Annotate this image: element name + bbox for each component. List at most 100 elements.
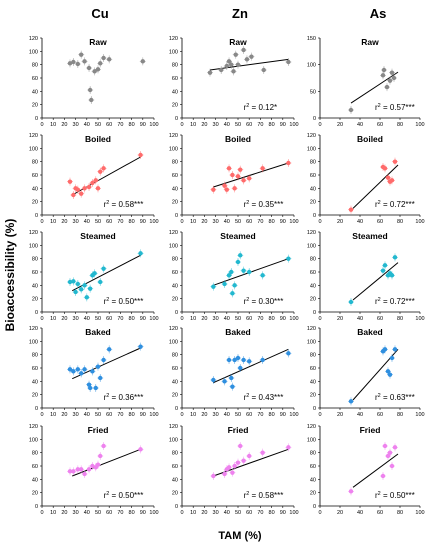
data-point (226, 357, 232, 363)
x-tick-label: 100 (289, 219, 298, 225)
y-tick-label: 0 (35, 504, 38, 510)
data-point (387, 78, 393, 83)
x-tick-label: 40 (84, 510, 90, 516)
x-tick-label: 100 (289, 316, 298, 322)
x-tick-label: 60 (377, 316, 383, 322)
r2-label: r2 = 0.63*** (375, 393, 415, 402)
y-tick-label: 0 (175, 116, 178, 122)
y-tick-label: 60 (32, 464, 38, 470)
y-tick-label: 40 (32, 283, 38, 289)
data-point (232, 186, 237, 191)
x-tick-label: 30 (213, 122, 219, 128)
column-title-zn: Zn (232, 6, 248, 21)
data-point (260, 357, 265, 363)
data-point (384, 84, 390, 90)
x-tick-label: 60 (246, 316, 252, 322)
data-point (387, 450, 393, 455)
y-tick-label: 40 (172, 379, 178, 385)
y-tick-label: 100 (307, 339, 316, 345)
data-point (222, 281, 227, 287)
x-tick-label: 70 (257, 122, 263, 128)
x-tick-label: 100 (289, 510, 298, 516)
data-point (230, 291, 235, 296)
y-tick-label: 40 (310, 477, 316, 483)
y-tick-label: 100 (307, 437, 316, 443)
data-point (238, 167, 243, 172)
x-tick-label: 0 (180, 510, 183, 516)
y-tick-label: 0 (313, 504, 316, 510)
x-tick-label: 20 (61, 316, 67, 322)
x-tick-label: 100 (149, 219, 158, 225)
x-tick-label: 20 (61, 412, 67, 418)
y-tick-label: 40 (310, 283, 316, 289)
data-point (101, 166, 106, 171)
x-tick-label: 80 (269, 510, 275, 516)
y-tick-label: 0 (313, 116, 316, 122)
data-point (348, 207, 354, 212)
y-tick-label: 0 (175, 406, 178, 412)
data-point (98, 169, 103, 174)
x-tick-label: 40 (224, 122, 230, 128)
x-tick-label: 60 (106, 510, 112, 516)
x-tick-label: 30 (213, 510, 219, 516)
trend-line (213, 448, 289, 477)
data-point (67, 179, 73, 184)
x-tick-label: 50 (235, 122, 241, 128)
x-tick-label: 0 (180, 412, 183, 418)
x-tick-label: 0 (318, 316, 321, 322)
data-point (93, 385, 98, 391)
y-tick-label: 60 (172, 366, 178, 372)
data-point (231, 69, 236, 74)
x-tick-label: 10 (190, 122, 196, 128)
x-tick-label: 60 (106, 316, 112, 322)
x-tick-label: 0 (40, 219, 43, 225)
x-tick-label: 0 (180, 219, 183, 225)
panel-title: Steamed (220, 231, 255, 241)
data-point (260, 166, 265, 171)
data-point (226, 465, 232, 470)
panel-as-boiled: 0 20 40 60 80 100 0 20 40 60 80 100 120 Boiled r2 = 0.… (307, 133, 425, 225)
column-title-as: As (370, 6, 387, 21)
y-tick-label: 150 (307, 36, 316, 42)
x-tick-label: 70 (117, 510, 123, 516)
y-tick-label: 80 (32, 257, 38, 263)
data-point (235, 62, 241, 67)
x-tick-label: 60 (106, 219, 112, 225)
x-tick-label: 20 (201, 412, 207, 418)
x-tick-label: 50 (95, 122, 101, 128)
data-point (95, 364, 101, 369)
x-tick-label: 90 (140, 316, 146, 322)
trend-line (213, 162, 289, 188)
data-point (380, 473, 386, 479)
y-tick-label: 0 (35, 116, 38, 122)
x-tick-label: 10 (50, 412, 56, 418)
data-point (392, 255, 398, 260)
y-tick-label: 20 (32, 393, 38, 399)
x-tick-label: 90 (140, 412, 146, 418)
x-tick-label: 100 (415, 219, 424, 225)
panel-title: Fried (88, 425, 109, 435)
y-tick-label: 40 (172, 477, 178, 483)
panel-as-raw: 0 20 40 60 80 100 0 50 100 150 Raw r2 = 0.57*** (307, 36, 425, 128)
x-tick-label: 60 (106, 412, 112, 418)
x-tick-label: 100 (415, 510, 424, 516)
data-point (247, 359, 252, 364)
x-tick-label: 40 (357, 510, 363, 516)
data-point (138, 152, 143, 158)
panel-title: Steamed (352, 231, 387, 241)
data-point (229, 269, 234, 275)
data-point (79, 52, 84, 57)
y-tick-label: 80 (32, 353, 38, 359)
data-point (235, 174, 241, 179)
data-point (211, 284, 216, 289)
data-point (241, 47, 246, 53)
y-tick-label: 60 (172, 76, 178, 82)
data-point (107, 57, 112, 62)
y-tick-label: 40 (310, 186, 316, 192)
data-point (286, 160, 291, 166)
data-point (230, 384, 235, 389)
data-point (75, 187, 81, 192)
panel-title: Baked (85, 327, 111, 337)
